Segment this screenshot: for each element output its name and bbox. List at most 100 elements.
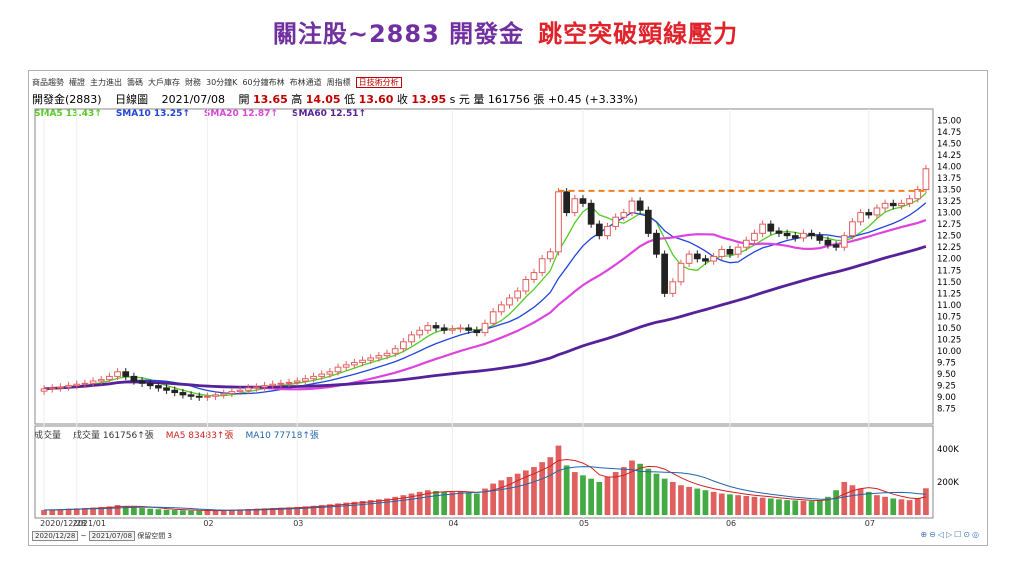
- candle-body: [824, 239, 832, 246]
- keep-space-value[interactable]: 3: [167, 532, 172, 540]
- ma-line-sma10: [44, 202, 927, 395]
- candle-body: [195, 395, 203, 398]
- candle-body: [253, 386, 260, 389]
- candle-body: [849, 221, 856, 237]
- candle-body: [702, 258, 709, 262]
- candle-body: [424, 325, 432, 331]
- volume-bar: [220, 510, 227, 515]
- volume-bar: [302, 506, 309, 515]
- volume-bar: [751, 496, 758, 515]
- price-tick-label: 13.75: [937, 174, 961, 184]
- tab-5[interactable]: 財務: [185, 78, 201, 87]
- price-tick-label: 11.25: [937, 289, 961, 299]
- x-tick-label: 07: [865, 519, 875, 528]
- candle-body: [538, 258, 546, 274]
- candle-body: [432, 325, 440, 329]
- price-tick-label: 12.25: [937, 243, 961, 253]
- candle-body: [693, 253, 701, 260]
- tab-3[interactable]: 籌碼: [127, 78, 143, 87]
- candle-body: [171, 389, 179, 394]
- volume-bar: [506, 477, 513, 515]
- date-label: 2021/07/08: [161, 93, 225, 106]
- volume-bar: [433, 491, 439, 515]
- candle-body: [465, 327, 473, 331]
- candle-body: [685, 253, 693, 264]
- volume-bar: [580, 475, 586, 515]
- volume-bar: [384, 498, 390, 515]
- tab-1[interactable]: 權證: [69, 78, 85, 87]
- zoom-controls[interactable]: ⊕⊖◁▷☐⊙◎: [920, 530, 981, 539]
- price-tick-label: 11.50: [937, 278, 961, 288]
- volume-bar: [147, 508, 154, 515]
- x-tick-label: 2021/01: [73, 519, 106, 528]
- headline-comment: 跳空突破頸線壓力: [538, 20, 739, 48]
- x-tick-label: 06: [726, 519, 736, 528]
- candle-body: [473, 329, 481, 334]
- candle-body: [40, 388, 48, 392]
- candle-body: [922, 168, 930, 191]
- x-tick-label: 03: [293, 519, 303, 528]
- candle-body: [563, 191, 571, 214]
- volume-bar: [212, 510, 219, 515]
- from-date-select[interactable]: 2020/12/28: [32, 531, 79, 541]
- tab-10[interactable]: 日技術分析: [355, 77, 402, 88]
- candle-body: [808, 232, 815, 237]
- price-tick-label: 9.75: [937, 359, 956, 369]
- tab-2[interactable]: 主力進出: [90, 78, 122, 87]
- price-tick-label: 13.50: [937, 186, 961, 196]
- close-label: 收: [396, 93, 408, 106]
- candle-body: [742, 239, 750, 248]
- price-tick-label: 11.00: [937, 301, 961, 311]
- volume-bar: [171, 510, 178, 515]
- volume-bar: [825, 496, 831, 515]
- candle-body: [359, 359, 366, 364]
- ma-line-sma20: [44, 219, 927, 391]
- candle-body: [832, 244, 840, 248]
- tab-0[interactable]: 商品趨勢: [32, 78, 64, 87]
- volume-bar: [759, 497, 766, 515]
- volume-bar: [204, 510, 211, 515]
- volume-bar: [882, 496, 888, 515]
- open-label: 開: [238, 93, 250, 106]
- volume-bar: [294, 507, 301, 515]
- candle-body: [97, 379, 105, 382]
- volume-bar: [555, 445, 562, 515]
- candle-body: [228, 391, 236, 394]
- volume-bar: [163, 509, 170, 515]
- volume-bar: [343, 502, 350, 515]
- volume-bar: [718, 493, 725, 515]
- tab-6[interactable]: 30分鐘K: [206, 78, 238, 87]
- volume-legend-entry-2: MA5 83483↑張: [165, 431, 234, 441]
- volume-bar: [269, 508, 276, 515]
- volume-bar: [106, 506, 113, 515]
- high-value: 14.05: [305, 93, 341, 106]
- volume-bar: [188, 510, 194, 515]
- price-tick-label: 14.75: [937, 128, 961, 138]
- candle-body: [457, 327, 464, 330]
- candle-body: [179, 392, 187, 396]
- price-tick-label: 11.75: [937, 266, 961, 276]
- volume-bar: [98, 507, 105, 515]
- candle-body: [751, 232, 758, 241]
- candle-body: [48, 387, 56, 390]
- candle-body: [710, 255, 717, 262]
- tab-4[interactable]: 大戶庫存: [148, 78, 180, 87]
- candle-body: [514, 290, 522, 299]
- volume-legend-entry-1: 成交量 161756↑張: [73, 431, 154, 441]
- ma-legend-entry-0: SMA5 13.43↑: [34, 109, 102, 119]
- candle-body: [416, 329, 424, 336]
- ma-line-sma60: [44, 245, 927, 391]
- tab-9[interactable]: 周指標: [326, 78, 351, 87]
- to-date-select[interactable]: 2021/07/08: [88, 531, 136, 541]
- volume-bar: [833, 490, 839, 515]
- period-label[interactable]: 日線圖: [115, 93, 149, 106]
- volume-bar: [841, 481, 848, 515]
- price-panel-border: [34, 108, 934, 425]
- tab-7[interactable]: 60分鐘布林: [242, 78, 285, 87]
- volume-bar: [653, 473, 660, 515]
- tab-8[interactable]: 布林通道: [289, 78, 322, 87]
- volume-bar: [449, 492, 456, 515]
- volume-bar: [375, 499, 382, 515]
- volume-bar: [41, 510, 47, 515]
